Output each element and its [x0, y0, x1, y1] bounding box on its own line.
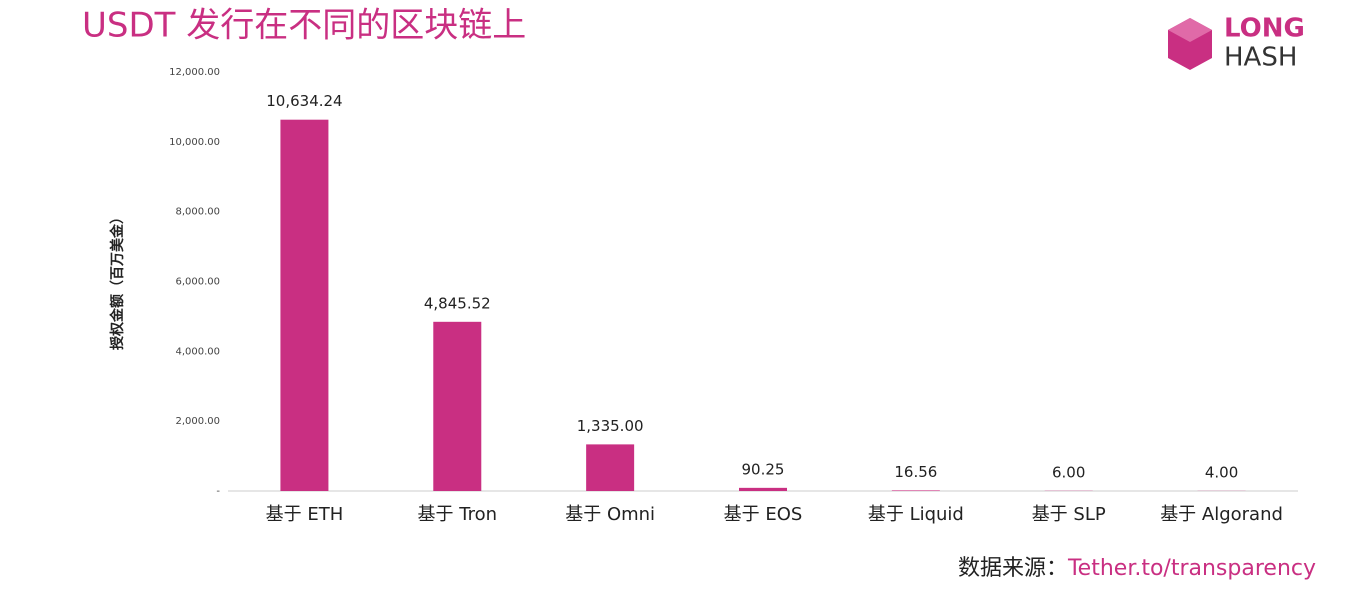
y-tick-label: 12,000.00: [169, 67, 220, 78]
y-tick-label: 6,000.00: [175, 277, 220, 288]
x-tick-label: 基于 Algorand: [1160, 504, 1283, 525]
y-tick-label: 10,000.00: [169, 137, 220, 148]
bar: [586, 444, 635, 491]
x-tick-label: 基于 EOS: [724, 504, 803, 525]
y-tick-label: 8,000.00: [175, 207, 220, 218]
logo-text: HASH: [1224, 43, 1297, 73]
logo-mark-top: [1168, 18, 1212, 42]
value-label: 4.00: [1205, 463, 1238, 481]
source: 数据来源：Tether.to/transparency: [958, 556, 1316, 581]
source-link: Tether.to/transparency: [1067, 556, 1316, 581]
bar: [739, 487, 787, 491]
y-tick-label: 2,000.00: [175, 416, 220, 427]
x-tick-label: 基于 ETH: [266, 504, 344, 525]
x-tick-label: 基于 Tron: [418, 504, 498, 525]
x-tick-label: 基于 Liquid: [868, 504, 964, 525]
x-tick-label: 基于 Omni: [565, 504, 655, 525]
y-tick-label: 4,000.00: [175, 346, 220, 357]
y-tick-label: -: [216, 486, 220, 497]
source-label: 数据来源：: [958, 556, 1068, 581]
y-axis-label: 授权金额（百万美金）: [109, 210, 126, 350]
logo-text: LONG: [1224, 14, 1305, 44]
logo: LONG HASH: [1168, 14, 1305, 73]
value-label: 4,845.52: [424, 294, 491, 312]
value-label: 10,634.24: [266, 92, 342, 110]
value-label: 1,335.00: [577, 417, 644, 435]
bar: [891, 490, 940, 491]
bar: [280, 119, 329, 491]
value-label: 16.56: [894, 463, 937, 481]
value-label: 6.00: [1052, 463, 1085, 481]
value-label: 90.25: [742, 460, 785, 478]
chart-title: USDT 发行在不同的区块链上: [82, 6, 526, 46]
bar: [433, 321, 482, 491]
x-tick-label: 基于 SLP: [1032, 504, 1106, 525]
